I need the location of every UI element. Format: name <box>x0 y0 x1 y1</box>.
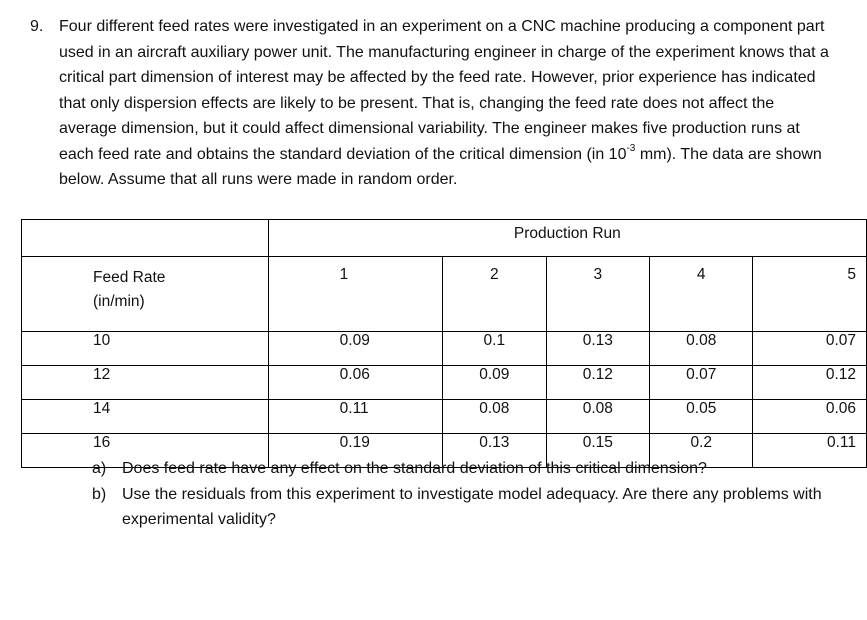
table-row: 14 0.11 0.08 0.08 0.05 0.06 <box>21 399 867 434</box>
data-cell: 0.07 <box>649 365 754 400</box>
run-label: 1 <box>267 256 444 332</box>
run-label: 3 <box>545 256 651 332</box>
table-header-row: Production Run <box>21 219 867 257</box>
data-table: Production Run Feed Rate (in/min) 1 2 3 … <box>21 219 867 468</box>
data-cell: 0.13 <box>442 433 547 468</box>
problem-text-end: mm). The data are shown below. Assume th… <box>59 145 822 189</box>
data-cell: 0.09 <box>267 331 444 366</box>
production-run-header: Production Run <box>267 219 867 257</box>
data-cell: 0.13 <box>545 331 651 366</box>
question-text: Does feed rate have any effect on the st… <box>122 460 707 477</box>
data-cell: 0.2 <box>649 433 754 468</box>
run-label: 5 <box>752 256 867 332</box>
feed-rate-header: Feed Rate (in/min) <box>21 256 269 332</box>
problem-number: 9. <box>30 18 44 35</box>
data-cell: 0.06 <box>267 365 444 400</box>
questions-list: a) Does feed rate have any effect on the… <box>92 456 832 533</box>
data-cell: 0.12 <box>545 365 651 400</box>
table-subheader-row: Feed Rate (in/min) 1 2 3 4 5 <box>21 256 867 332</box>
question-text: Use the residuals from this experiment t… <box>122 485 822 529</box>
data-cell: 0.11 <box>267 399 444 434</box>
data-cell: 0.08 <box>442 399 547 434</box>
exponent: -3 <box>626 143 636 155</box>
data-cell: 0.15 <box>545 433 651 468</box>
data-cell: 0.05 <box>649 399 754 434</box>
feed-rate-cell: 14 <box>21 399 269 434</box>
data-cell: 0.19 <box>267 433 444 468</box>
table-row: 12 0.06 0.09 0.12 0.07 0.12 <box>21 365 867 400</box>
data-cell: 0.12 <box>752 365 867 400</box>
data-cell: 0.07 <box>752 331 867 366</box>
run-label: 4 <box>649 256 754 332</box>
feed-rate-header-text: Feed Rate (in/min) <box>93 269 166 310</box>
table-corner-cell <box>21 219 269 257</box>
question-label: b) <box>92 485 107 503</box>
data-cell: 0.06 <box>752 399 867 434</box>
feed-rate-cell: 12 <box>21 365 269 400</box>
problem-text: Four different feed rates were investiga… <box>59 14 829 193</box>
data-cell: 0.09 <box>442 365 547 400</box>
data-cell: 0.1 <box>442 331 547 366</box>
question-b: b) Use the residuals from this experimen… <box>92 482 832 533</box>
feed-rate-cell: 10 <box>21 331 269 366</box>
data-cell: 0.11 <box>752 433 867 468</box>
table-row: 10 0.09 0.1 0.13 0.08 0.07 <box>21 331 867 366</box>
problem-text-main: Four different feed rates were investiga… <box>59 18 829 163</box>
run-label: 2 <box>442 256 547 332</box>
table-row: 16 0.19 0.13 0.15 0.2 0.11 <box>21 433 867 468</box>
data-cell: 0.08 <box>649 331 754 366</box>
data-cell: 0.08 <box>545 399 651 434</box>
question-label: a) <box>92 460 107 477</box>
feed-rate-cell: 16 <box>21 433 269 468</box>
question-a: a) Does feed rate have any effect on the… <box>92 456 832 482</box>
